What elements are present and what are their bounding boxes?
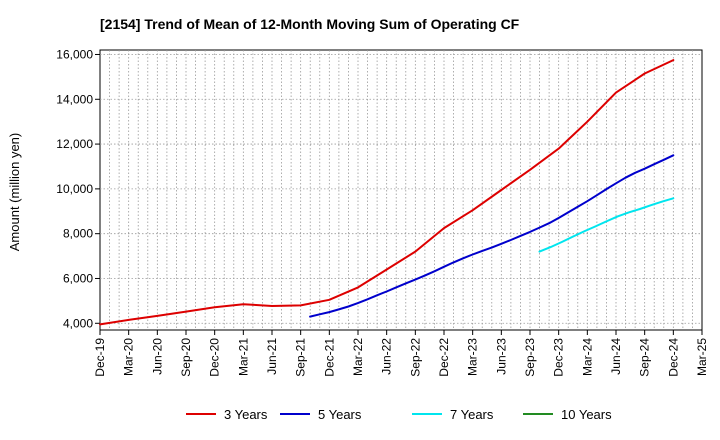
x-tick-label: Sep-22 <box>408 338 422 377</box>
series-line-7-years <box>538 197 675 253</box>
x-tick-label: Sep-20 <box>179 338 193 377</box>
legend-label-3-years: 3 Years <box>224 407 268 422</box>
x-tick-label: Mar-24 <box>580 338 594 376</box>
legend: 3 Years 5 Years 7 Years 10 Years <box>186 407 612 422</box>
plot-area: 4,000 6,000 8,000 10,000 12,000 14,000 16,000 D… <box>56 47 709 376</box>
x-tick-label: Mar-21 <box>236 338 250 376</box>
x-tick-label: Mar-20 <box>122 338 136 376</box>
y-tick-label: 4,000 <box>63 316 93 330</box>
x-tick-label: Jun-24 <box>609 338 623 375</box>
y-tick-label: 14,000 <box>56 92 93 106</box>
y-axis-label: Amount (million yen) <box>7 133 22 252</box>
y-tick-label: 16,000 <box>56 47 93 61</box>
x-tick-label: Dec-19 <box>93 338 107 377</box>
x-tick-label: Mar-22 <box>351 338 365 376</box>
x-tick-label: Jun-20 <box>150 338 164 375</box>
y-tick-label: 10,000 <box>56 182 93 196</box>
legend-label-5-years: 5 Years <box>318 407 362 422</box>
y-tick-label: 12,000 <box>56 137 93 151</box>
legend-label-10-years: 10 Years <box>561 407 612 422</box>
x-tick-label: Sep-24 <box>638 338 652 377</box>
y-tick-label: 6,000 <box>63 271 93 285</box>
x-tick-label: Sep-21 <box>294 338 308 377</box>
x-tick-label: Dec-21 <box>322 338 336 377</box>
plot-frame <box>99 49 703 331</box>
series-line-5-years <box>309 154 675 318</box>
x-tick-label: Sep-23 <box>523 338 537 377</box>
x-tick-label: Jun-21 <box>265 338 279 375</box>
series-line-3-years <box>99 59 675 326</box>
y-tick-label: 8,000 <box>63 227 93 241</box>
x-tick-label: Jun-23 <box>494 338 508 375</box>
x-tick-label: Jun-22 <box>380 338 394 375</box>
x-tick-label: Dec-24 <box>666 338 680 377</box>
x-tick-label: Mar-25 <box>695 338 709 376</box>
x-tick-label: Dec-23 <box>552 338 566 377</box>
x-tick-label: Dec-20 <box>208 338 222 377</box>
x-tick-label: Mar-23 <box>466 338 480 376</box>
chart-title: [2154] Trend of Mean of 12-Month Moving … <box>100 16 520 32</box>
legend-label-7-years: 7 Years <box>450 407 494 422</box>
x-tick-label: Dec-22 <box>437 338 451 377</box>
